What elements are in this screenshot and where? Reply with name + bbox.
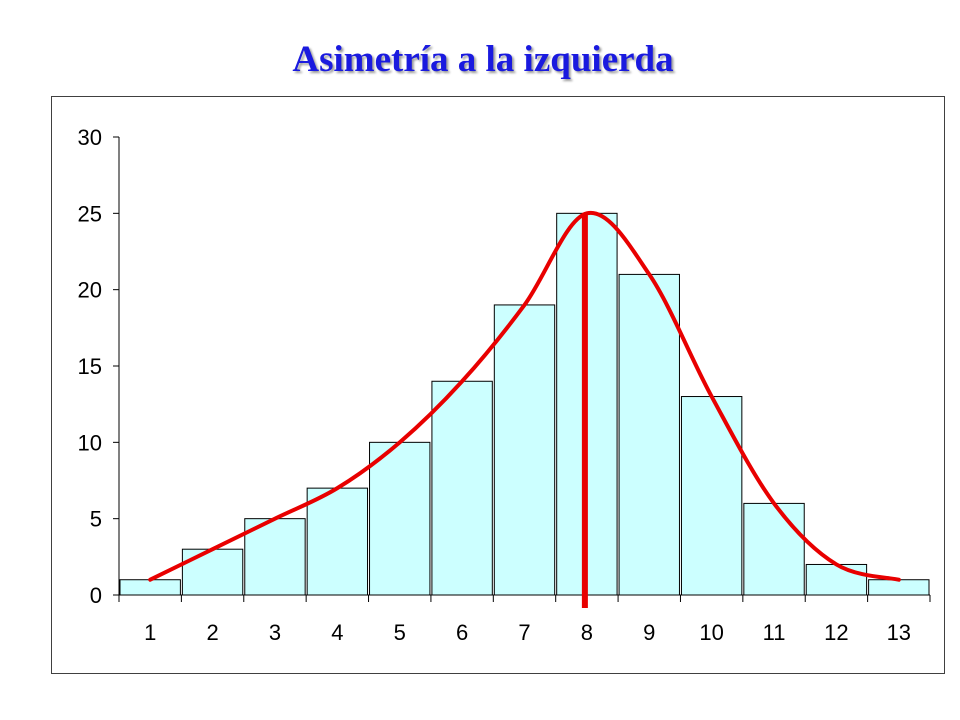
x-tick-label: 10 (699, 620, 723, 645)
bar (805, 563, 868, 596)
bar (493, 304, 556, 596)
x-tick-label: 4 (331, 620, 343, 645)
x-tick-label: 6 (456, 620, 468, 645)
chart-title: Asimetría a la izquierda (292, 39, 674, 80)
y-tick-label: 5 (90, 507, 102, 532)
y-axis: 0 5 10 15 20 25 30 (78, 125, 120, 608)
bar (868, 579, 930, 596)
bars (119, 212, 930, 596)
bar (680, 396, 743, 596)
curve-layer (148, 210, 901, 582)
y-tick-label: 20 (78, 278, 102, 303)
bar (743, 502, 805, 596)
chart-frame (51, 96, 945, 674)
y-tick-label: 25 (78, 201, 102, 226)
x-tick-label: 9 (643, 620, 655, 645)
bar (181, 548, 244, 596)
x-axis: 1 2 3 4 5 6 7 8 9 10 11 12 13 (118, 594, 931, 645)
y-tick-label: 0 (90, 583, 102, 608)
y-tick-label: 10 (78, 430, 102, 455)
y-tick-label: 15 (78, 354, 102, 379)
bar (244, 518, 306, 596)
x-tick-label: 5 (394, 620, 406, 645)
x-tick-label: 3 (269, 620, 281, 645)
x-tick-label: 1 (144, 620, 156, 645)
x-tick-label: 2 (206, 620, 218, 645)
x-tick-label: 8 (581, 620, 593, 645)
bar (618, 273, 680, 596)
bar (306, 487, 369, 596)
bar (369, 441, 431, 596)
density-curve (148, 210, 901, 582)
bar (119, 579, 181, 596)
bar (431, 380, 493, 596)
x-tick-label: 12 (824, 620, 848, 645)
x-tick-label: 13 (887, 620, 911, 645)
x-tick-label: 7 (518, 620, 530, 645)
x-tick-label: 11 (763, 620, 786, 645)
y-tick-label: 30 (78, 125, 102, 150)
